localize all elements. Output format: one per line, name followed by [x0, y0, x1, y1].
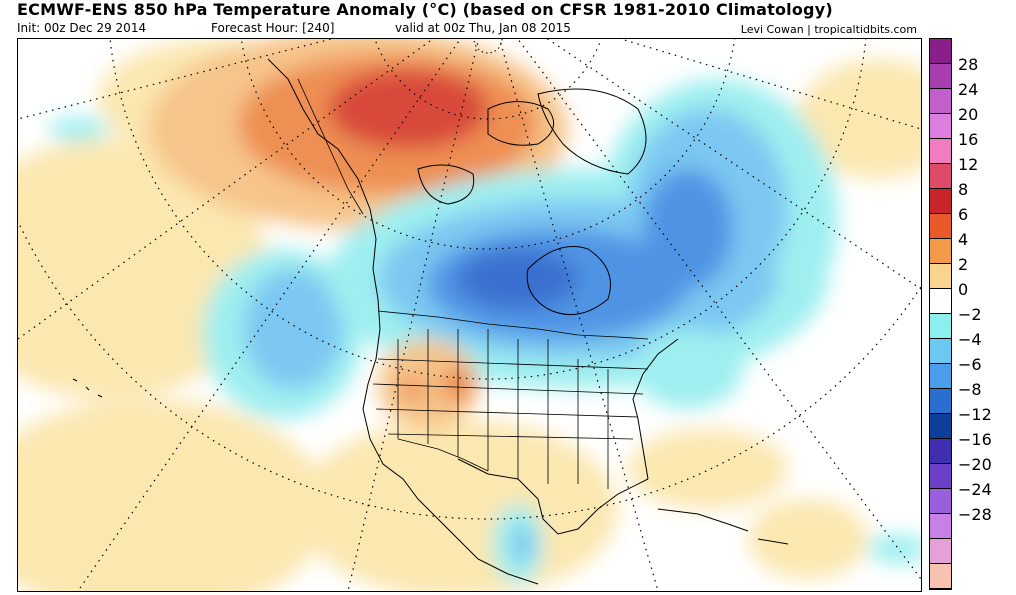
colorbar-label: −4 [958, 330, 982, 349]
colorbar-segment [930, 489, 951, 514]
colorbar-label: −20 [958, 455, 992, 474]
colorbar-segment [930, 389, 951, 414]
colorbar-label: −8 [958, 380, 982, 399]
colorbar-label: 28 [958, 55, 979, 74]
colorbar-label: 2 [958, 255, 969, 274]
init-time: Init: 00z Dec 29 2014 [17, 21, 147, 35]
colorbar-segment [930, 439, 951, 464]
colorbar-label: 4 [958, 230, 969, 249]
colorbar-segment [930, 139, 951, 164]
colorbar-segment [930, 264, 951, 289]
colorbar-segment [930, 464, 951, 489]
colorbar-label: −28 [958, 505, 992, 524]
coastlines [72, 58, 789, 585]
graticule [18, 39, 921, 591]
map-title: ECMWF-ENS 850 hPa Temperature Anomaly (°… [17, 0, 833, 19]
colorbar-segment [930, 239, 951, 264]
anomaly-map [17, 38, 922, 592]
colorbar [929, 38, 952, 590]
colorbar-segment [930, 164, 951, 189]
colorbar-segment [930, 564, 951, 589]
borders [297, 78, 649, 489]
colorbar-segment [930, 214, 951, 239]
colorbar-label: 6 [958, 205, 969, 224]
colorbar-segment [930, 414, 951, 439]
colorbar-label: −24 [958, 480, 992, 499]
colorbar-segment [930, 364, 951, 389]
anomaly-field [18, 39, 921, 591]
colorbar-label: −6 [958, 355, 982, 374]
colorbar-label: −2 [958, 305, 982, 324]
colorbar-label: 12 [958, 155, 979, 174]
colorbar-label: −16 [958, 430, 992, 449]
colorbar-segment [930, 39, 951, 64]
colorbar-label: 24 [958, 80, 979, 99]
colorbar-segment [930, 189, 951, 214]
anomaly-map-canvas [18, 39, 921, 591]
author-credit: Levi Cowan | tropicaltidbits.com [740, 23, 917, 36]
colorbar-segment [930, 539, 951, 564]
colorbar-label: −12 [958, 405, 992, 424]
forecast-hour: Forecast Hour: [240] [211, 21, 335, 35]
colorbar-segment [930, 514, 951, 539]
colorbar-segment [930, 289, 951, 314]
valid-time: valid at 00z Thu, Jan 08 2015 [395, 21, 571, 35]
colorbar-segment [930, 114, 951, 139]
colorbar-label: 20 [958, 105, 979, 124]
colorbar-label: 8 [958, 180, 969, 199]
colorbar-segment [930, 64, 951, 89]
colorbar-segment [930, 314, 951, 339]
colorbar-label: 16 [958, 130, 979, 149]
colorbar-label: 0 [958, 280, 969, 299]
colorbar-segment [930, 339, 951, 364]
colorbar-segment [930, 89, 951, 114]
